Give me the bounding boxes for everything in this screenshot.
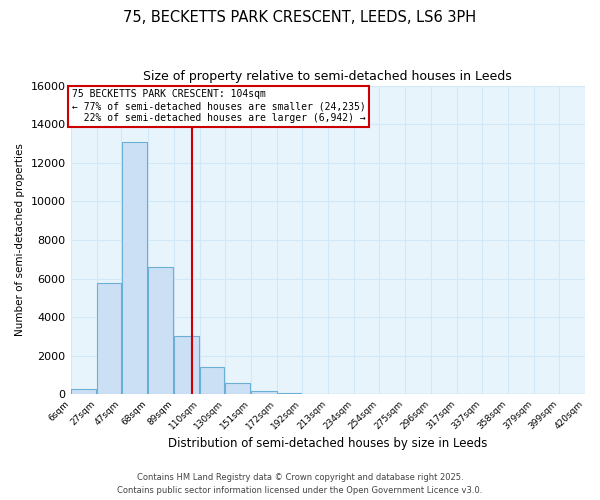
Bar (277, 392, 301, 394)
Text: 75 BECKETTS PARK CRESCENT: 104sqm
← 77% of semi-detached houses are smaller (24,: 75 BECKETTS PARK CRESCENT: 104sqm ← 77% … (72, 90, 365, 122)
Y-axis label: Number of semi-detached properties: Number of semi-detached properties (15, 144, 25, 336)
Bar (122, 142, 147, 394)
Bar (71, 388, 97, 394)
Bar (97, 282, 121, 395)
Text: Contains HM Land Registry data © Crown copyright and database right 2025.
Contai: Contains HM Land Registry data © Crown c… (118, 474, 482, 495)
Bar (174, 336, 199, 394)
Bar (200, 366, 224, 394)
X-axis label: Distribution of semi-detached houses by size in Leeds: Distribution of semi-detached houses by … (168, 437, 487, 450)
Bar (225, 382, 250, 394)
Text: 75, BECKETTS PARK CRESCENT, LEEDS, LS6 3PH: 75, BECKETTS PARK CRESCENT, LEEDS, LS6 3… (124, 10, 476, 25)
Bar (251, 390, 277, 394)
Title: Size of property relative to semi-detached houses in Leeds: Size of property relative to semi-detach… (143, 70, 512, 83)
Bar (148, 267, 173, 394)
